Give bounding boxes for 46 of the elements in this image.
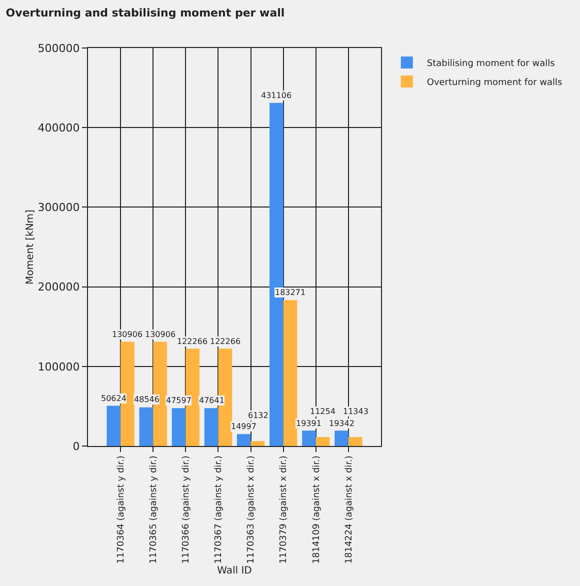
y-tick-label: 0 xyxy=(72,440,80,453)
bar xyxy=(302,430,316,446)
x-tick-label: 1170367 (against y dir.) xyxy=(214,456,224,564)
data-label: 431106 xyxy=(261,91,292,100)
y-tick-label: 500000 xyxy=(38,42,80,55)
bar xyxy=(236,434,251,446)
legend-label: Stabilising moment for walls xyxy=(426,59,556,70)
data-label: 47641 xyxy=(199,396,224,405)
data-label: 130906 xyxy=(112,330,143,339)
data-label: 47597 xyxy=(166,396,192,405)
bar xyxy=(348,436,362,446)
data-label: 11343 xyxy=(343,407,368,416)
data-label: 11254 xyxy=(310,407,336,416)
data-label: 183271 xyxy=(275,288,306,297)
data-label: 122266 xyxy=(177,337,208,346)
bar xyxy=(316,437,330,446)
x-tick-label: 1814224 (against x dir.) xyxy=(344,456,354,564)
y-tick-label: 300000 xyxy=(38,201,80,214)
data-label: 19342 xyxy=(329,419,354,428)
bar xyxy=(250,441,265,446)
data-label: 19391 xyxy=(296,419,322,428)
bar xyxy=(334,430,348,446)
bar xyxy=(204,408,218,446)
x-tick-label: 1170364 (against y dir.) xyxy=(116,456,126,564)
y-tick-label: 200000 xyxy=(38,280,80,294)
y-axis-title: Moment [kNm] xyxy=(24,209,36,284)
x-tick-label: 1170365 (against y dir.) xyxy=(149,456,160,564)
data-label: 6132 xyxy=(248,411,268,420)
x-tick-label: 1170379 (against x dir.) xyxy=(279,456,290,564)
x-tick-label: 1814109 (against x dir.) xyxy=(312,456,322,564)
x-axis-title: Wall ID xyxy=(217,566,252,577)
y-tick-label: 400000 xyxy=(38,121,80,134)
bar xyxy=(283,300,298,446)
bar xyxy=(172,408,186,446)
legend-label: Overturning moment for walls xyxy=(426,78,563,88)
data-label: 122266 xyxy=(210,337,241,346)
data-label: 50624 xyxy=(101,394,126,403)
y-tick-label: 100000 xyxy=(38,360,80,374)
bar xyxy=(106,406,121,446)
data-label: 14997 xyxy=(231,422,256,431)
x-tick-label: 1170366 (against y dir.) xyxy=(182,456,192,564)
data-label: 48546 xyxy=(134,395,160,404)
x-tick-label: 1170363 (against x dir.) xyxy=(246,456,257,564)
bar xyxy=(139,407,154,446)
chart-title: Overturning and stabilising moment per wall xyxy=(6,6,285,20)
data-label: 130906 xyxy=(145,330,176,339)
